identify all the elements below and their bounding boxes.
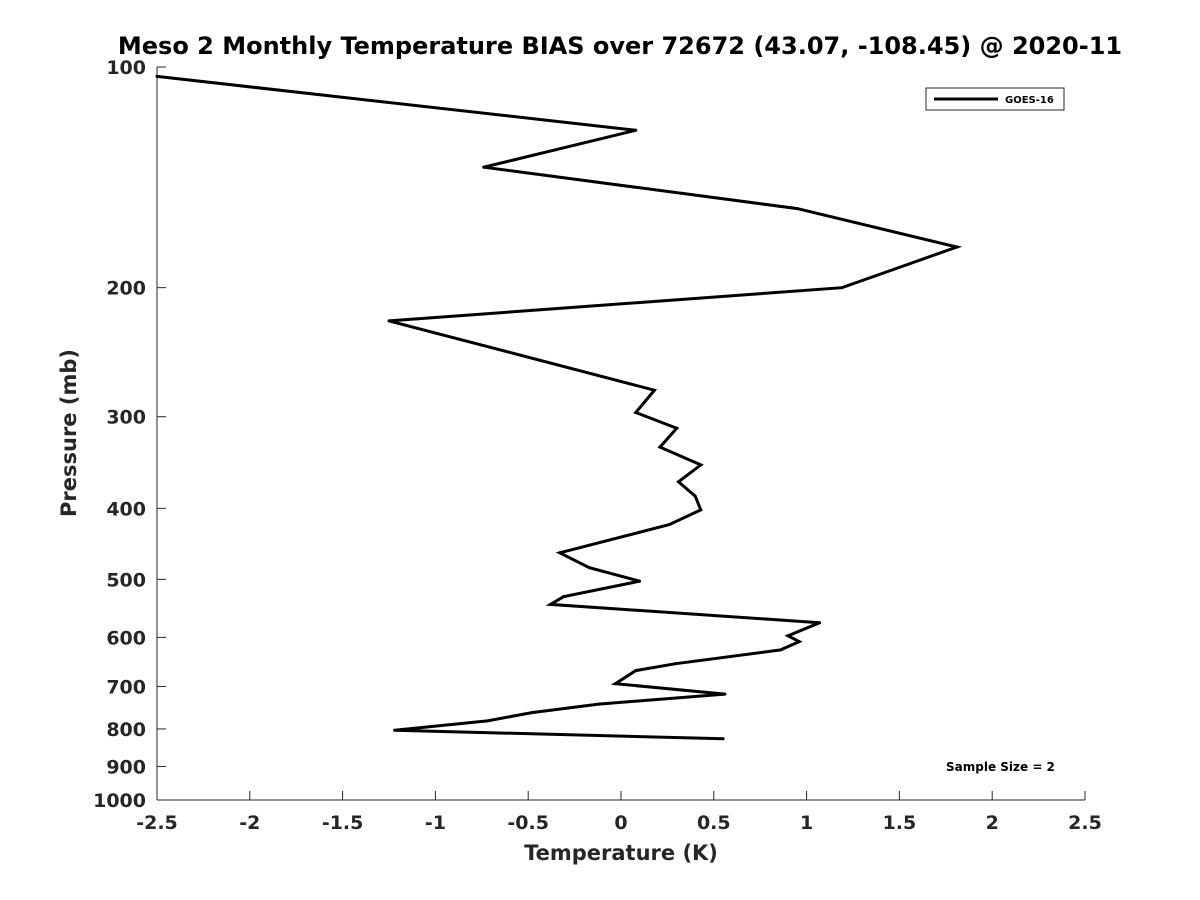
- y-tick-label: 500: [106, 569, 146, 591]
- data-point: [797, 640, 801, 644]
- data-point: [387, 319, 391, 323]
- data-point: [393, 728, 397, 732]
- data-point: [675, 426, 679, 430]
- data-point: [840, 286, 844, 290]
- data-point: [818, 621, 822, 625]
- x-tick-label: 2.5: [1068, 812, 1102, 834]
- data-point: [634, 128, 638, 132]
- data-point: [638, 579, 642, 583]
- sample-size-annotation: Sample Size = 2: [946, 760, 1055, 774]
- x-tick-label: 0.5: [697, 812, 731, 834]
- x-tick-label: -2.5: [136, 812, 178, 834]
- y-tick-label: 800: [106, 719, 146, 741]
- data-point: [558, 551, 562, 555]
- data-point: [779, 648, 783, 652]
- data-point: [667, 523, 671, 527]
- data-point: [155, 74, 159, 78]
- data-point: [482, 165, 486, 169]
- y-tick-label: 900: [106, 756, 146, 778]
- x-tick-label: 1.5: [883, 812, 917, 834]
- data-point: [699, 508, 703, 512]
- y-tick-label: 400: [106, 498, 146, 520]
- legend: GOES-16: [925, 87, 1065, 111]
- y-tick-label: 300: [106, 407, 146, 429]
- y-axis-label: Pressure (mb): [57, 349, 81, 517]
- data-point: [597, 702, 601, 706]
- y-tick-label: 700: [106, 676, 146, 698]
- y-tick-label: 100: [106, 57, 146, 79]
- data-point: [530, 711, 534, 715]
- data-point: [723, 692, 727, 696]
- data-point: [786, 634, 790, 638]
- x-axis-label: Temperature (K): [524, 841, 718, 865]
- legend-entry-goes16: GOES-16: [1005, 95, 1054, 106]
- data-point: [485, 719, 489, 723]
- data-point: [795, 207, 799, 211]
- x-axis-ticks: -2.5 -2 -1.5 -1 -0.5 0 0.5 1 1.5 2 2.5: [136, 791, 1102, 834]
- data-point: [677, 480, 680, 484]
- data-point: [587, 566, 591, 570]
- data-point: [721, 737, 725, 741]
- data-point: [549, 602, 552, 606]
- x-tick-label: -1: [425, 812, 446, 834]
- plot-area: [157, 67, 1085, 800]
- chart-title: Meso 2 Monthly Temperature BIAS over 726…: [118, 32, 1122, 60]
- data-point: [699, 463, 703, 467]
- x-tick-label: 0: [614, 812, 627, 834]
- data-point: [634, 669, 638, 673]
- data-point: [673, 662, 677, 666]
- data-point: [562, 595, 565, 599]
- data-point: [634, 411, 638, 414]
- x-tick-label: 1: [800, 812, 813, 834]
- y-tick-label: 1000: [93, 790, 146, 812]
- y-tick-label: 200: [106, 278, 146, 300]
- x-tick-label: 2: [986, 812, 999, 834]
- data-point: [652, 388, 656, 392]
- data-point: [693, 494, 697, 498]
- data-point: [658, 445, 662, 449]
- series-line-goes16: [156, 74, 963, 741]
- data-point: [955, 245, 959, 249]
- x-tick-label: -0.5: [507, 812, 549, 834]
- x-tick-label: -1.5: [322, 812, 364, 834]
- data-point: [613, 682, 617, 686]
- y-axis-ticks: 100 200 300 400 500 600 700 800 900 1000: [93, 57, 166, 812]
- series-layer: [155, 74, 963, 741]
- y-tick-label: 600: [106, 627, 146, 649]
- x-tick-label: -2: [239, 812, 260, 834]
